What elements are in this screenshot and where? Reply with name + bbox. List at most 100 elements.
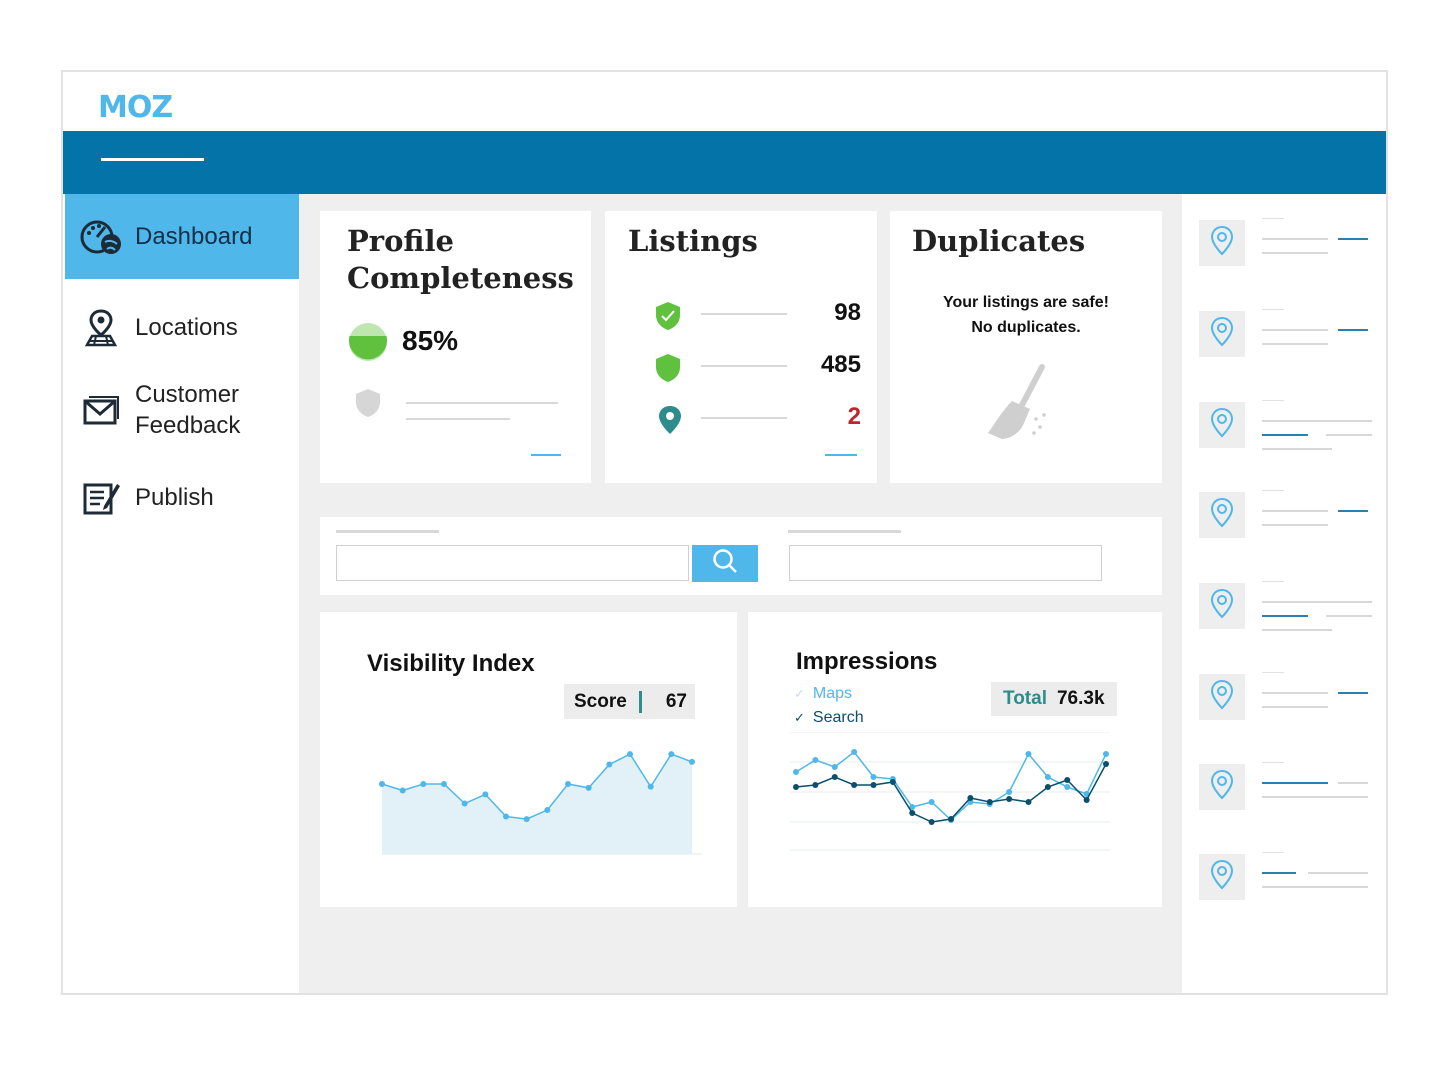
location-pin-tile[interactable] bbox=[1199, 220, 1245, 266]
main-content: Profile Completeness 85% Listings 98 bbox=[299, 194, 1182, 993]
impressions-point-search bbox=[909, 810, 916, 816]
filter-label-placeholder bbox=[788, 530, 901, 533]
search-icon bbox=[711, 547, 739, 580]
visibility-chart bbox=[379, 751, 702, 855]
location-pin-tile[interactable] bbox=[1199, 402, 1245, 448]
impressions-chart bbox=[790, 732, 1110, 851]
impressions-point-maps bbox=[1025, 751, 1032, 757]
visibility-point bbox=[585, 784, 592, 791]
visibility-index-card[interactable]: Visibility Index Score 67 bbox=[320, 612, 737, 907]
impressions-point-maps bbox=[812, 757, 819, 763]
legend-item-search[interactable]: ✓ Search bbox=[794, 709, 864, 727]
placeholder-line bbox=[406, 418, 510, 420]
search-input[interactable] bbox=[336, 545, 689, 581]
score-label: Score bbox=[574, 690, 627, 712]
location-pin-map-icon bbox=[79, 305, 123, 349]
app-window: MOZ Dashboard bbox=[61, 70, 1388, 995]
sidebar-item-publish[interactable]: Publish bbox=[65, 474, 299, 520]
location-placeholder-line bbox=[1308, 872, 1368, 874]
location-pin-tile[interactable] bbox=[1199, 311, 1245, 357]
location-link-line[interactable] bbox=[1338, 329, 1368, 331]
location-placeholder-line bbox=[1262, 581, 1284, 582]
search-button[interactable] bbox=[692, 545, 758, 582]
sidebar-item-locations[interactable]: Locations bbox=[65, 304, 299, 350]
impressions-point-search bbox=[986, 799, 993, 805]
moz-logo[interactable]: MOZ bbox=[98, 90, 173, 125]
impressions-point-search bbox=[967, 795, 974, 801]
location-link-line[interactable] bbox=[1262, 782, 1328, 784]
broom-icon bbox=[984, 363, 1054, 448]
visibility-point bbox=[482, 791, 489, 798]
location-pin-icon bbox=[1209, 407, 1235, 444]
location-placeholder-line bbox=[1262, 629, 1332, 631]
impressions-point-maps bbox=[870, 774, 877, 780]
shield-icon bbox=[654, 352, 682, 389]
location-pin-icon bbox=[1209, 859, 1235, 896]
impressions-line-search bbox=[795, 763, 1107, 823]
location-pin-icon bbox=[1209, 588, 1235, 625]
total-value: 76.3k bbox=[1056, 688, 1105, 709]
locations-list bbox=[1182, 194, 1386, 993]
impressions-point-search bbox=[1103, 761, 1109, 767]
more-link[interactable] bbox=[531, 454, 561, 456]
card-title: Listings bbox=[628, 224, 758, 258]
sidebar-item-label: Customer Feedback bbox=[135, 381, 241, 439]
impressions-point-search bbox=[1044, 784, 1051, 790]
location-placeholder-line bbox=[1262, 490, 1284, 491]
impressions-point-maps bbox=[1103, 751, 1109, 757]
visibility-point bbox=[606, 761, 613, 768]
location-pin-tile[interactable] bbox=[1199, 764, 1245, 810]
impressions-point-search bbox=[1006, 796, 1013, 802]
location-placeholder-line bbox=[1262, 706, 1328, 708]
listings-value: 98 bbox=[834, 299, 861, 326]
location-placeholder-line bbox=[1338, 782, 1368, 784]
visibility-point bbox=[668, 751, 675, 758]
completeness-pie-icon bbox=[348, 322, 388, 367]
impressions-point-search bbox=[812, 782, 819, 788]
location-link-line[interactable] bbox=[1338, 510, 1368, 512]
location-link-line[interactable] bbox=[1338, 692, 1368, 694]
legend-item-maps[interactable]: ✓ Maps bbox=[794, 685, 852, 703]
chart-title: Visibility Index bbox=[367, 650, 535, 677]
nav-placeholder-line[interactable] bbox=[101, 158, 204, 161]
publish-edit-icon bbox=[79, 475, 123, 519]
visibility-line bbox=[381, 753, 693, 820]
impressions-point-maps bbox=[851, 749, 858, 755]
dashboard-gauge-icon bbox=[79, 215, 123, 259]
location-pin-icon bbox=[1209, 497, 1235, 534]
location-pin-icon bbox=[1209, 316, 1235, 353]
filter-input[interactable] bbox=[789, 545, 1102, 581]
check-icon: ✓ bbox=[794, 710, 805, 725]
location-link-line[interactable] bbox=[1262, 872, 1296, 874]
shield-icon bbox=[354, 387, 382, 424]
more-link[interactable] bbox=[825, 454, 857, 456]
impressions-point-search bbox=[831, 774, 838, 780]
location-placeholder-line bbox=[1262, 238, 1328, 240]
placeholder-line bbox=[701, 417, 787, 419]
location-placeholder-line bbox=[1262, 852, 1284, 853]
location-placeholder-line bbox=[1262, 218, 1284, 219]
card-title: Duplicates bbox=[912, 224, 1086, 258]
profile-completeness-card[interactable]: Profile Completeness 85% bbox=[320, 211, 591, 483]
sidebar-item-dashboard[interactable]: Dashboard bbox=[65, 194, 299, 279]
duplicates-card[interactable]: Duplicates Your listings are safe! No du… bbox=[890, 211, 1162, 483]
visibility-point bbox=[647, 783, 654, 790]
sidebar-item-label: Locations bbox=[135, 313, 238, 341]
duplicates-message-1: Your listings are safe! bbox=[943, 294, 1109, 311]
location-pin-tile[interactable] bbox=[1199, 674, 1245, 720]
map-pin-icon bbox=[657, 404, 683, 441]
location-pin-tile[interactable] bbox=[1199, 583, 1245, 629]
placeholder-line bbox=[406, 402, 558, 404]
listings-card[interactable]: Listings 98 485 2 bbox=[605, 211, 877, 483]
location-link-line[interactable] bbox=[1262, 615, 1308, 617]
location-link-line[interactable] bbox=[1338, 238, 1368, 240]
impressions-card[interactable]: Impressions ✓ Maps ✓ Search Total 76.3k bbox=[748, 612, 1162, 907]
visibility-point bbox=[627, 751, 633, 758]
sidebar-item-customer-feedback[interactable]: Customer Feedback bbox=[65, 374, 299, 446]
location-pin-tile[interactable] bbox=[1199, 854, 1245, 900]
total-label: Total bbox=[1003, 688, 1047, 709]
location-pin-icon bbox=[1209, 679, 1235, 716]
location-pin-tile[interactable] bbox=[1199, 492, 1245, 538]
location-link-line[interactable] bbox=[1262, 434, 1308, 436]
visibility-area bbox=[382, 754, 692, 854]
